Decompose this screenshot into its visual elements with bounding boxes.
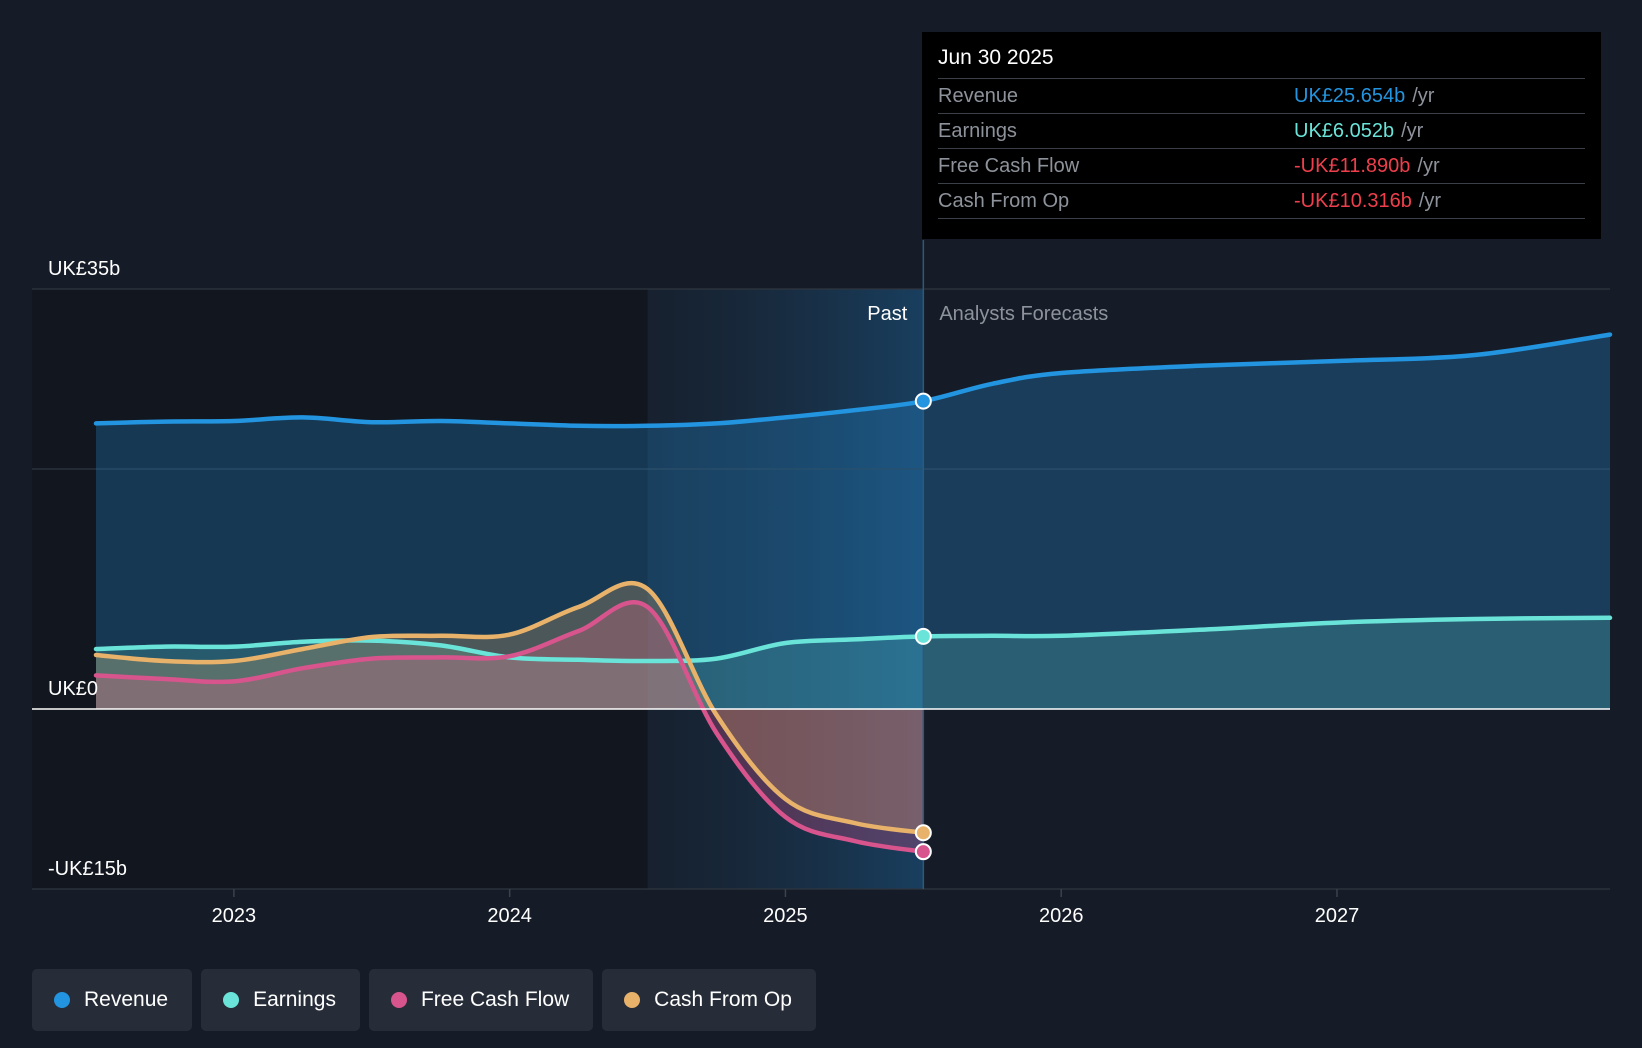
area-revenue — [96, 334, 1610, 709]
y-tick-label: UK£35b — [48, 258, 120, 280]
tooltip-unit: /yr — [1417, 154, 1440, 177]
tooltip-value: UK£6.052b — [1294, 119, 1395, 142]
legend-dot-icon — [390, 992, 407, 1008]
tooltip: Jun 30 2025 Revenue UK£25.654b /yr Earni… — [922, 32, 1601, 239]
marker-earnings[interactable] — [914, 627, 932, 645]
past-label: Past — [867, 303, 907, 325]
legend-dot-icon — [54, 992, 70, 1008]
x-tick-label: 2025 — [763, 905, 808, 927]
legend-item-free-cash-flow[interactable]: Free Cash Flow — [368, 969, 594, 1031]
legend-item-earnings[interactable]: Earnings — [201, 969, 360, 1031]
tooltip-unit: /yr — [1401, 119, 1424, 142]
legend-dot-icon — [624, 992, 641, 1008]
tooltip-value: UK£25.654b — [1294, 84, 1406, 107]
x-tick-label: 2024 — [487, 905, 532, 927]
tooltip-row-cash-from-op: Cash From Op -UK£10.316b /yr — [938, 184, 1585, 219]
marker-revenue[interactable] — [914, 392, 932, 410]
marker-free-cash-flow[interactable] — [914, 843, 932, 861]
series-line-cash-from-op — [93, 580, 926, 836]
x-tick-label: 2026 — [1039, 905, 1084, 927]
tooltip-value: -UK£11.890b — [1294, 154, 1411, 177]
tooltip-row-revenue: Revenue UK£25.654b /yr — [938, 79, 1585, 114]
y-tick-label: UK£0 — [48, 678, 98, 700]
legend-dot-icon — [223, 992, 240, 1008]
y-tick-label: -UK£15b — [48, 858, 127, 880]
area-free-cash-flow — [96, 602, 924, 852]
tooltip-label: Cash From Op — [938, 189, 1070, 212]
series-line-free-cash-flow — [93, 599, 926, 854]
legend-item-revenue[interactable]: Revenue — [32, 969, 193, 1031]
tooltip-value: -UK£10.316b — [1294, 189, 1412, 212]
legend-label: Free Cash Flow — [420, 988, 570, 1011]
x-tick-label: 2027 — [1315, 905, 1360, 927]
legend-label: Earnings — [253, 988, 336, 1011]
series-line-revenue — [93, 332, 1613, 429]
series-line-earnings — [93, 615, 1613, 664]
tooltip-unit: /yr — [1412, 84, 1435, 107]
plot-dark-region — [32, 289, 648, 889]
legend-label: Cash From Op — [654, 988, 792, 1011]
x-tick-label: 2023 — [212, 905, 257, 927]
tooltip-unit: /yr — [1418, 189, 1442, 212]
legend-label: Revenue — [84, 988, 169, 1011]
marker-cash-from-op[interactable] — [914, 824, 932, 842]
tooltip-label: Free Cash Flow — [938, 154, 1080, 177]
past-highlight-region — [647, 289, 924, 889]
tooltip-label: Revenue — [938, 84, 1019, 107]
tooltip-row-earnings: Earnings UK£6.052b /yr — [938, 114, 1585, 149]
tooltip-label: Earnings — [938, 119, 1017, 142]
area-cash-from-op — [96, 583, 924, 833]
forecast-label: Analysts Forecasts — [939, 303, 1108, 325]
area-earnings — [96, 617, 1610, 709]
legend-item-cash-from-op[interactable]: Cash From Op — [602, 969, 816, 1031]
tooltip-date: Jun 30 2025 — [938, 46, 1585, 79]
tooltip-row-free-cash-flow: Free Cash Flow -UK£11.890b /yr — [938, 149, 1585, 184]
legend: Revenue Earnings Free Cash Flow Cash Fro… — [32, 969, 816, 1031]
financial-chart: UK£35b UK£0 -UK£15b 2023 2024 2025 2026 2027 Pas… — [32, 240, 1613, 927]
